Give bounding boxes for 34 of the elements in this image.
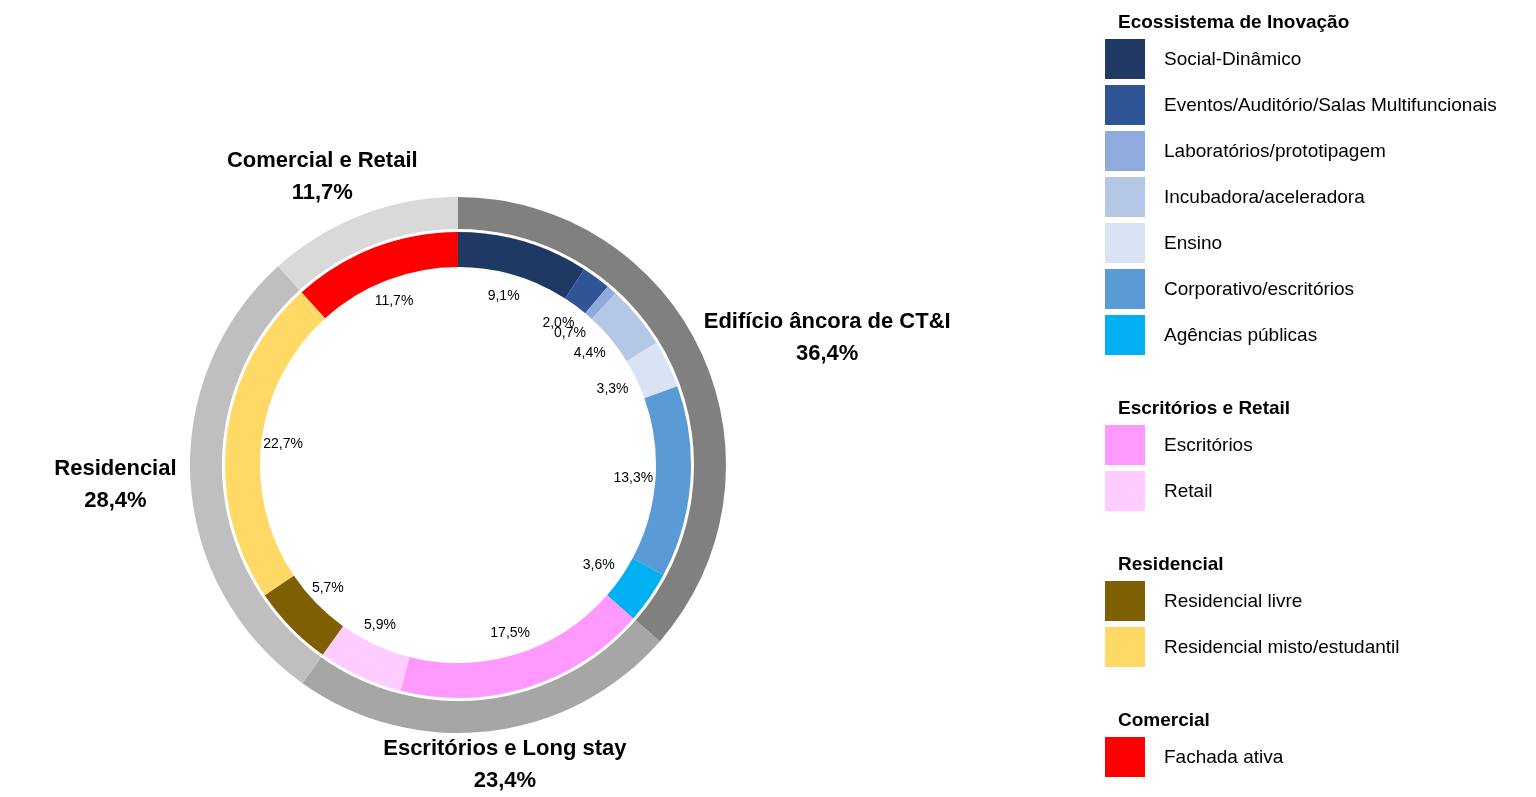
data-label: 28,4%	[84, 486, 147, 512]
slice-label: Escritórios e Long stay	[383, 734, 628, 760]
legend-label: Social-Dinâmico	[1164, 48, 1302, 70]
legend-label: Laboratórios/prototipagem	[1164, 140, 1386, 162]
legend-label: Fachada ativa	[1164, 746, 1284, 768]
data-label: 22,7%	[263, 434, 303, 451]
data-label: 13,3%	[613, 468, 654, 485]
text: Comercial	[1118, 708, 1211, 732]
data-label: 5,9%	[364, 615, 396, 632]
legend-label: Residencial livre	[1164, 590, 1303, 612]
legend-label: Agências públicas	[1164, 324, 1318, 346]
data-label: 3,3%	[596, 379, 629, 396]
slice-label: Residencial	[54, 454, 177, 480]
data-label: 11,7%	[374, 291, 414, 308]
data-label: 23,4%	[473, 766, 537, 792]
text: Ecossistema de Inovação	[1118, 10, 1351, 34]
data-label: 3,6%	[582, 556, 615, 573]
data-label: 5,7%	[311, 578, 344, 595]
data-label: 11,7%	[291, 179, 353, 205]
legend-label: Escritórios	[1164, 434, 1253, 456]
data-label: 4,4%	[573, 343, 606, 360]
text: Escritórios e Retail	[1118, 396, 1292, 420]
slice-label: Edifício âncora de CT&I	[703, 308, 951, 334]
slice-label: Comercial e Retail	[226, 147, 418, 173]
data-label: 36,4%	[796, 340, 859, 366]
text: Residencial	[1118, 552, 1225, 576]
legend-label: Corporativo/escritórios	[1164, 278, 1355, 300]
legend-label: Ensino	[1164, 232, 1223, 254]
data-label: 17,5%	[490, 624, 531, 641]
legend-label: Residencial misto/estudantil	[1164, 636, 1400, 658]
legend-label: Retail	[1164, 480, 1213, 502]
legend-label: Eventos/Auditório/Salas Multifuncionais	[1164, 94, 1497, 116]
legend-label: Incubadora/aceleradora	[1164, 186, 1365, 208]
data-label: 9,1%	[487, 287, 520, 304]
